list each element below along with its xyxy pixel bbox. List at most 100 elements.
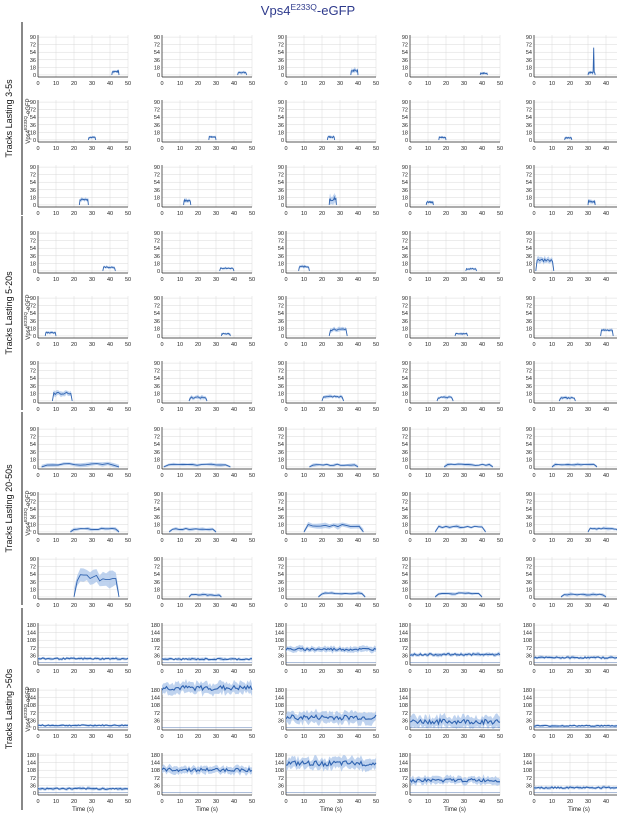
x-tick-label: 30 [337,81,343,87]
x-tick-label: 10 [53,473,59,479]
x-tick-label: 50 [125,734,131,740]
y-tick-label: 72 [526,565,532,571]
y-tick-label: 18 [402,261,408,267]
y-tick-label: 72 [526,108,532,114]
series-line [51,391,73,401]
x-tick-label: 20 [443,342,449,348]
x-tick-label: 0 [284,277,287,283]
series-line [465,267,478,272]
y-tick-label: 90 [278,427,284,433]
x-tick-label: 0 [36,81,39,87]
x-tick-label: 0 [284,603,287,609]
y-tick-label: 18 [526,65,532,71]
y-tick-label: 90 [526,361,532,367]
y-tick-label: 18 [154,130,160,136]
x-tick-label: 10 [549,146,555,152]
y-tick-label: 18 [526,522,532,528]
y-tick-label: 72 [30,646,36,652]
y-axis-label: Vps4E233Q-eGFP [23,98,32,143]
x-tick-label: 20 [567,538,573,544]
x-tick-label: 30 [213,538,219,544]
y-tick-label: 72 [526,239,532,245]
y-tick-label: 0 [281,726,284,732]
y-tick-label: 0 [157,595,160,601]
y-tick-label: 144 [275,761,284,767]
y-label-tail: -eGFP [26,294,32,312]
x-tick-label: 10 [301,799,307,805]
series-line [220,332,231,337]
x-tick-label: 40 [355,81,361,87]
y-tick-label: 90 [278,165,284,171]
x-tick-label: 10 [177,211,183,217]
y-tick-label: 54 [278,115,284,121]
x-tick-label: 10 [53,538,59,544]
x-tick-label: 40 [479,799,485,805]
y-label-main: Vps4 [26,325,32,339]
y-tick-label: 90 [154,35,160,41]
series-band [465,267,477,272]
x-tick-label: 10 [549,734,555,740]
y-tick-label: 0 [157,465,160,471]
y-tick-label: 72 [154,239,160,245]
x-tick-label: 0 [284,799,287,805]
x-tick-label: 20 [319,473,325,479]
x-tick-label: 20 [567,669,573,675]
x-tick-label: 10 [177,473,183,479]
y-label-tail: -eGFP [26,686,32,704]
x-tick-label: 30 [461,603,467,609]
y-tick-label: 0 [529,269,532,275]
x-tick-label: 50 [497,603,503,609]
y-tick-label: 90 [526,35,532,41]
x-tick-label: 30 [461,211,467,217]
x-tick-label: 30 [89,734,95,740]
y-tick-label: 18 [402,587,408,593]
y-tick-label: 36 [402,653,408,659]
y-tick-label: 72 [30,776,36,782]
x-tick-label: 20 [71,277,77,283]
x-tick-label: 0 [408,342,411,348]
y-tick-label: 72 [154,43,160,49]
y-tick-label: 90 [154,557,160,563]
x-tick-label: 20 [567,473,573,479]
y-tick-label: 18 [30,65,36,71]
y-tick-label: 90 [30,100,36,106]
x-tick-label: 50 [497,81,503,87]
series-line [87,136,97,140]
y-tick-label: 54 [30,507,36,513]
y-tick-label: 18 [526,195,532,201]
series-line [303,523,364,533]
y-tick-label: 180 [523,623,532,629]
y-tick-label: 18 [154,457,160,463]
x-tick-label: 10 [425,146,431,152]
series-line [188,593,222,598]
x-tick-label: 10 [549,473,555,479]
y-tick-label: 72 [154,108,160,114]
x-tick-label: 30 [585,342,591,348]
y-tick-label: 18 [278,195,284,201]
y-tick-label: 54 [30,115,36,121]
y-tick-label: 72 [154,304,160,310]
y-tick-label: 36 [278,254,284,260]
x-tick-label: 0 [408,146,411,152]
y-tick-label: 90 [526,165,532,171]
y-tick-label: 54 [154,50,160,56]
series-line [161,684,253,692]
y-tick-label: 0 [405,73,408,79]
y-tick-label: 0 [405,595,408,601]
y-tick-label: 36 [402,319,408,325]
y-tick-label: 90 [402,361,408,367]
x-tick-label: 0 [284,407,287,413]
y-tick-label: 18 [154,65,160,71]
x-tick-label: 0 [284,342,287,348]
x-tick-label: 30 [213,146,219,152]
y-tick-label: 180 [523,688,532,694]
y-tick-label: 90 [30,231,36,237]
y-tick-label: 0 [281,269,284,275]
x-tick-label: 50 [497,473,503,479]
y-tick-label: 180 [151,753,160,759]
x-tick-label: 20 [195,81,201,87]
x-tick-label: 10 [53,146,59,152]
